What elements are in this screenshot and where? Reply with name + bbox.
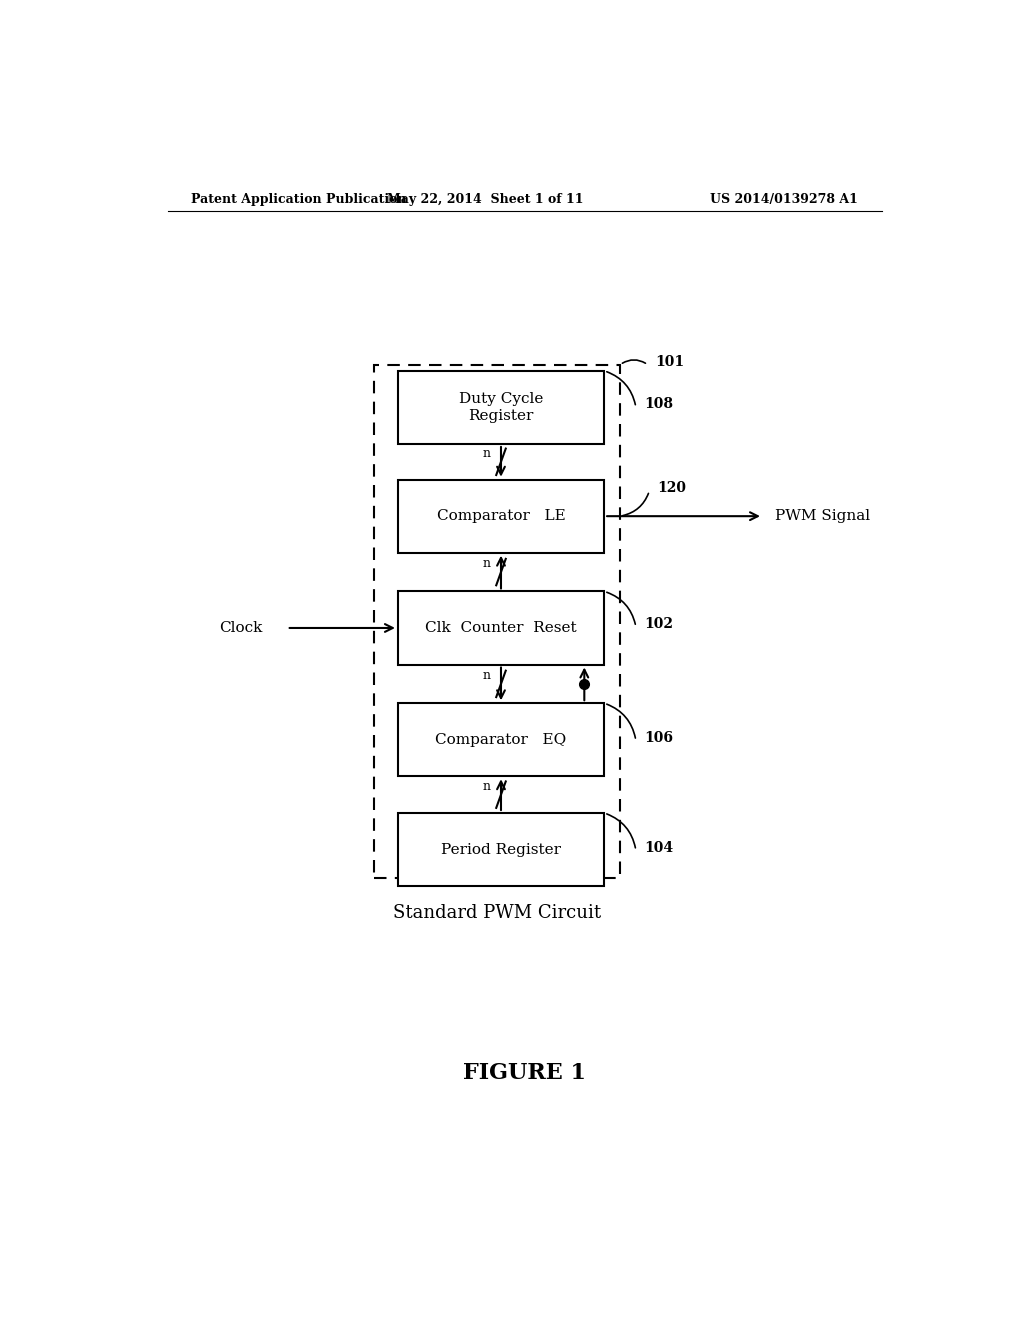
Text: PWM Signal: PWM Signal <box>775 510 870 523</box>
Text: 120: 120 <box>657 480 686 495</box>
Text: 106: 106 <box>644 731 673 744</box>
Text: US 2014/0139278 A1: US 2014/0139278 A1 <box>711 193 858 206</box>
Bar <box>374 364 620 878</box>
Bar <box>397 591 604 664</box>
Text: n: n <box>482 447 490 461</box>
Text: Patent Application Publication: Patent Application Publication <box>191 193 407 206</box>
Text: Standard PWM Circuit: Standard PWM Circuit <box>393 904 601 921</box>
Text: Comparator   EQ: Comparator EQ <box>435 733 566 747</box>
Text: 102: 102 <box>644 616 673 631</box>
Bar <box>397 813 604 886</box>
Text: FIGURE 1: FIGURE 1 <box>463 1063 587 1084</box>
Text: n: n <box>482 780 490 793</box>
Text: Clock: Clock <box>219 620 262 635</box>
Text: Duty Cycle
Register: Duty Cycle Register <box>459 392 543 422</box>
Text: Comparator   LE: Comparator LE <box>436 510 565 523</box>
Text: n: n <box>482 557 490 570</box>
Text: 101: 101 <box>655 355 685 368</box>
Text: Period Register: Period Register <box>441 842 561 857</box>
Bar <box>397 371 604 444</box>
Text: 108: 108 <box>644 397 673 412</box>
Bar <box>397 704 604 776</box>
Text: May 22, 2014  Sheet 1 of 11: May 22, 2014 Sheet 1 of 11 <box>387 193 584 206</box>
Text: 104: 104 <box>644 841 673 854</box>
Text: n: n <box>482 669 490 682</box>
Bar <box>397 479 604 553</box>
Text: Clk  Counter  Reset: Clk Counter Reset <box>425 620 577 635</box>
